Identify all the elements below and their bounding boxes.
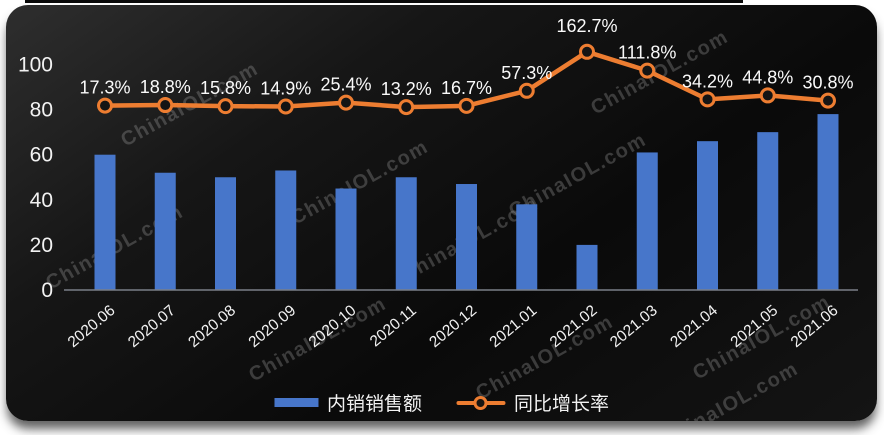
bar-2020.12 <box>456 184 477 290</box>
data-label-2021.06: 30.8% <box>802 73 853 93</box>
x-tick-2021.06: 2021.06 <box>788 302 842 351</box>
bar-2020.09 <box>275 170 297 290</box>
line-marker-2021.03 <box>639 62 656 79</box>
y-tick-20: 20 <box>30 234 53 257</box>
data-label-2020.11: 13.2% <box>381 79 432 99</box>
y-tick-40: 40 <box>30 189 53 212</box>
line-marker-2021.02 <box>579 43 595 60</box>
x-tick-2020.07: 2020.07 <box>125 302 179 351</box>
x-tick-2020.12: 2020.12 <box>426 302 480 351</box>
data-label-2021.02: 162.7% <box>556 16 617 36</box>
y-tick-100: 100 <box>18 54 53 77</box>
x-tick-2020.06: 2020.06 <box>65 302 119 351</box>
line-marker-2020.11 <box>398 99 415 116</box>
bar-series <box>94 114 839 290</box>
x-tick-2020.11: 2020.11 <box>367 302 420 350</box>
data-label-2020.10: 25.4% <box>320 75 371 95</box>
legend-item-domestic-sales: 内销销售额 <box>273 389 422 416</box>
bar-2020.07 <box>154 172 176 290</box>
line-series-markers <box>97 43 836 116</box>
y-tick-60: 60 <box>30 144 53 167</box>
bar-2021.04 <box>697 141 718 290</box>
line-marker-2020.12 <box>458 97 475 114</box>
chart-legend: 内销销售额 同比增长率 <box>273 389 609 416</box>
data-label-2021.01: 57.3% <box>501 63 552 83</box>
legend-label-domestic-sales: 内销销售额 <box>326 394 422 415</box>
x-tick-2021.05: 2021.05 <box>727 302 781 351</box>
y-tick-0: 0 <box>41 279 53 302</box>
line-marker-2021.04 <box>699 91 716 108</box>
x-axis-tick-labels: 2020.06 2020.07 2020.08 2020.09 2020.10 2020.… <box>65 302 842 351</box>
x-tick-2021.04: 2021.04 <box>667 302 721 351</box>
line-marker-2021.01 <box>518 82 535 99</box>
bar-series-swatch-icon <box>273 398 318 407</box>
bar-2021.02 <box>576 244 598 290</box>
line-marker-2021.06 <box>820 92 836 109</box>
data-label-2020.07: 18.8% <box>140 77 191 97</box>
x-tick-2020.09: 2020.09 <box>245 302 299 351</box>
line-marker-icon <box>473 395 488 410</box>
legend-item-yoy-growth: 同比增长率 <box>456 389 609 416</box>
line-marker-2020.09 <box>277 98 294 115</box>
data-label-2020.09: 14.9% <box>260 78 311 98</box>
data-label-2020.08: 15.8% <box>200 78 251 98</box>
y-axis-tick-labels: 0 20 40 60 80 100 <box>18 54 53 303</box>
x-tick-2020.08: 2020.08 <box>185 302 239 351</box>
line-marker-2020.06 <box>97 97 113 114</box>
bar-2020.08 <box>215 177 236 290</box>
bar-2021.01 <box>516 204 538 290</box>
data-label-2020.12: 16.7% <box>441 78 492 98</box>
bar-2021.03 <box>636 152 658 290</box>
chart-panel: ChinaIOL.com ChinaIOL.com ChinaIOL.com Chin… <box>6 5 877 421</box>
bar-2020.06 <box>94 154 116 290</box>
data-label-2021.05: 44.8% <box>742 67 793 87</box>
legend-label-yoy-growth: 同比增长率 <box>514 394 610 415</box>
cropped-edge-strip <box>25 0 743 3</box>
line-marker-2020.07 <box>157 97 174 114</box>
bar-2021.05 <box>757 132 779 290</box>
bar-2020.10 <box>335 188 357 290</box>
y-tick-80: 80 <box>30 99 53 122</box>
x-tick-2021.02: 2021.02 <box>547 302 601 351</box>
x-tick-2020.10: 2020.10 <box>306 302 360 351</box>
line-series-swatch-icon <box>456 395 505 410</box>
x-tick-2021.01: 2021.01 <box>486 302 540 351</box>
data-label-2020.06: 17.3% <box>79 78 130 98</box>
line-marker-2021.05 <box>759 87 776 104</box>
line-marker-2020.08 <box>217 98 234 115</box>
data-label-2021.03: 111.8% <box>618 43 676 63</box>
line-data-labels: 17.3% 18.8% 15.8% 14.9% 25.4% 13.2% 16.7% 57.3%… <box>79 16 853 99</box>
combo-chart-canvas: 0 20 40 60 80 100 2020.06 2020.07 2020.08 2020.09… <box>18 16 858 351</box>
data-label-2021.04: 34.2% <box>682 71 733 91</box>
x-tick-2021.03: 2021.03 <box>607 302 661 351</box>
line-marker-2020.10 <box>338 94 354 111</box>
bar-2021.06 <box>817 114 839 290</box>
bar-2020.11 <box>395 177 417 290</box>
